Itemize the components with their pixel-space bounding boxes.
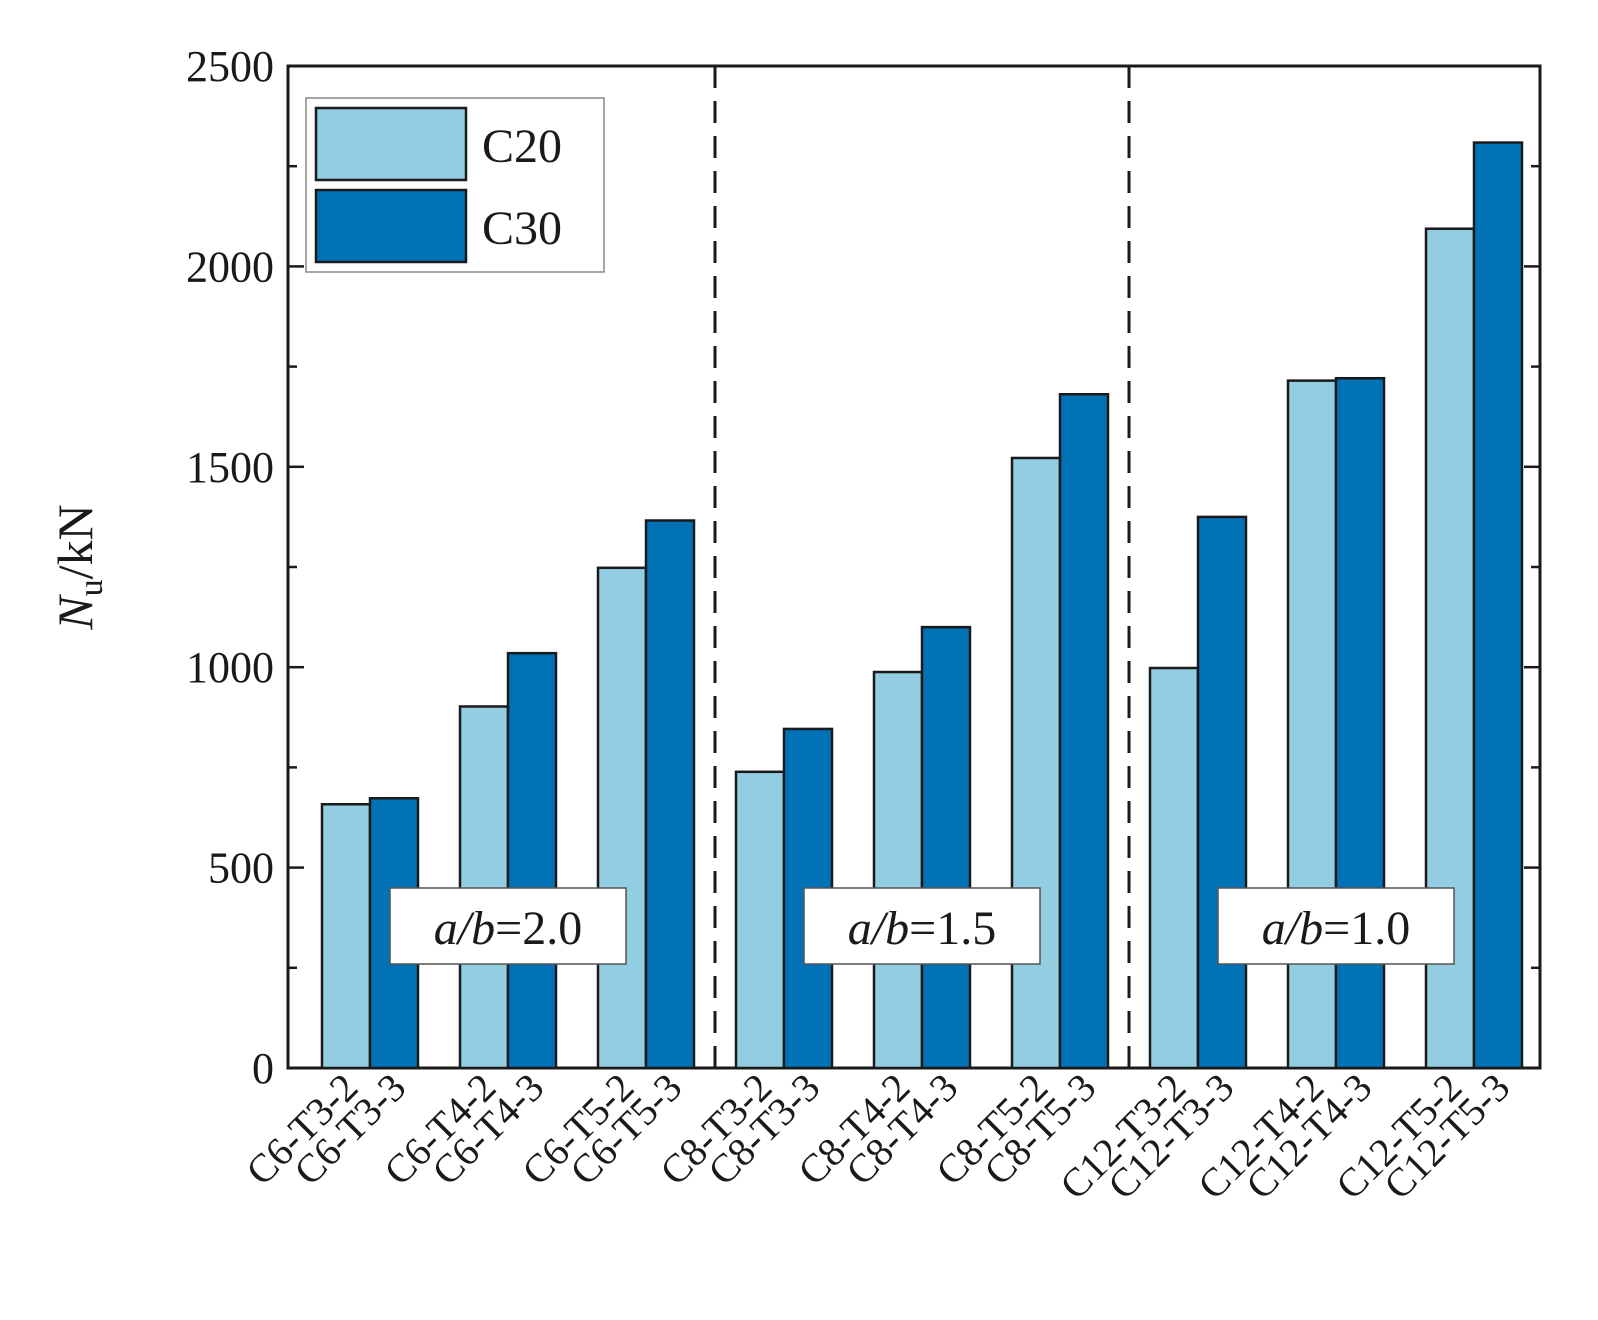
legend-label-c30: C30	[482, 202, 562, 255]
bar-c30-c8-t5-3	[1058, 393, 1110, 1070]
y-tick-label: 2500	[186, 42, 274, 91]
bar-c30-c6-t4-3	[506, 651, 558, 1070]
group-annotation: a/b=2.0	[434, 902, 582, 955]
annotation-box	[803, 887, 1041, 965]
bar-c20-c6-t3-2	[320, 803, 372, 1070]
annotation-box	[389, 887, 627, 965]
bar-c30-c8-t4-3	[920, 625, 972, 1070]
bar-c20-c8-t4-2	[872, 670, 924, 1070]
bar-c20-c12-t4-2	[1286, 379, 1338, 1070]
legend-label-c20: C20	[482, 120, 562, 173]
y-tick-label: 0	[252, 1044, 274, 1093]
bar-c20-c6-t4-2	[458, 705, 510, 1070]
group-annotation: a/b=1.0	[1262, 902, 1410, 955]
bar-c30-c6-t5-3	[644, 519, 696, 1070]
annotation-box	[1217, 887, 1455, 965]
legend-swatch-c30	[314, 188, 468, 264]
group-annotation: a/b=1.5	[848, 902, 996, 955]
y-tick-label: 500	[208, 844, 274, 893]
bar-c20-c6-t5-2	[596, 566, 648, 1070]
bar-c30-c12-t3-3	[1196, 515, 1248, 1070]
y-tick-label: 1000	[186, 643, 274, 692]
bar-c20-c8-t5-2	[1010, 456, 1062, 1070]
bar-c20-c8-t3-2	[734, 770, 786, 1070]
legend-swatch-c20	[314, 106, 468, 182]
bar-c20-c12-t3-2	[1148, 666, 1200, 1070]
y-axis-label: Nu/kN	[47, 504, 110, 630]
y-tick-label: 2000	[186, 242, 274, 291]
y-tick-label: 1500	[186, 443, 274, 492]
bar-c30-c12-t5-3	[1472, 141, 1524, 1070]
